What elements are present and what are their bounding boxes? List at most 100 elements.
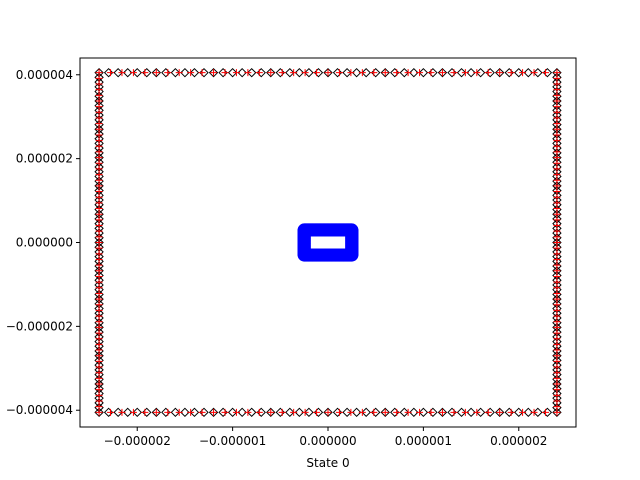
data-point (428, 407, 438, 418)
data-point (232, 408, 240, 416)
data-point (256, 407, 266, 418)
data-point (485, 67, 495, 78)
data-point (404, 69, 412, 77)
data-point (393, 408, 401, 416)
data-point (324, 408, 332, 416)
data-point (351, 407, 362, 418)
data-point (267, 408, 275, 416)
data-point (553, 74, 561, 82)
data-point (129, 408, 137, 416)
data-point (381, 69, 389, 77)
data-point (533, 407, 543, 418)
data-point (129, 69, 137, 77)
data-point (324, 69, 332, 77)
data-point (380, 407, 390, 418)
data-point (313, 408, 321, 416)
data-point (427, 408, 435, 416)
data-point (275, 407, 286, 418)
series-0 (94, 67, 562, 418)
data-point (164, 408, 172, 416)
data-point (542, 407, 553, 418)
data-point (180, 407, 190, 418)
data-point (221, 69, 229, 77)
data-point (297, 223, 311, 237)
data-point (514, 67, 524, 78)
data-point (496, 408, 504, 416)
data-point (541, 408, 549, 416)
data-point (132, 67, 142, 78)
data-point (361, 407, 371, 418)
data-point (210, 408, 218, 416)
plot-frame (79, 57, 577, 428)
data-point (418, 407, 429, 418)
data-point (313, 67, 324, 78)
data-point (475, 407, 486, 418)
data-point (118, 408, 126, 416)
data-point (335, 69, 343, 77)
data-point (370, 407, 381, 418)
data-point (390, 67, 400, 78)
data-point (246, 67, 257, 78)
data-point (381, 408, 389, 416)
data-point (523, 407, 534, 418)
data-point (519, 408, 527, 416)
data-point (278, 408, 286, 416)
data-point (294, 67, 305, 78)
data-point (437, 407, 448, 418)
data-point (399, 67, 410, 78)
data-point (103, 407, 114, 418)
data-point (370, 408, 378, 416)
data-point (227, 407, 238, 418)
data-point (438, 69, 446, 77)
data-point (447, 407, 457, 418)
data-point (199, 407, 209, 418)
data-point (107, 69, 115, 77)
data-point (170, 67, 181, 78)
data-point (266, 407, 276, 418)
data-point (461, 408, 469, 416)
data-point (199, 67, 209, 78)
data-point (393, 69, 401, 77)
data-point (175, 69, 183, 77)
data-point (256, 67, 266, 78)
x-tick-label: −0.000002 (104, 434, 171, 448)
data-point (244, 69, 252, 77)
data-point (450, 408, 458, 416)
data-point (494, 407, 505, 418)
data-point (370, 69, 378, 77)
data-point (466, 67, 476, 78)
data-point (447, 67, 457, 78)
data-point (428, 67, 438, 78)
data-point (237, 407, 247, 418)
series-2 (297, 223, 359, 262)
data-point (494, 67, 505, 78)
data-point (541, 69, 549, 77)
data-point (164, 69, 172, 77)
data-point (530, 69, 538, 77)
data-point (418, 67, 429, 78)
data-point (504, 67, 514, 78)
data-point (496, 69, 504, 77)
data-point (187, 69, 195, 77)
data-point (103, 67, 114, 78)
data-point (218, 407, 228, 418)
data-point (523, 67, 534, 78)
y-tick-label: 0.000004 (16, 68, 73, 82)
data-point (304, 67, 314, 78)
data-point (473, 69, 481, 77)
data-point (301, 408, 309, 416)
data-point (416, 408, 424, 416)
data-point (189, 407, 200, 418)
data-point (351, 67, 362, 78)
series-1 (95, 69, 561, 416)
data-point (466, 407, 476, 418)
data-point (255, 69, 263, 77)
x-tick-label: −0.000001 (199, 434, 266, 448)
data-point (198, 408, 206, 416)
data-point (358, 69, 366, 77)
x-axis: −0.000002 −0.000001 0.000000 0.000001 0.0000… (104, 427, 547, 448)
data-point (113, 67, 123, 78)
data-point (218, 67, 228, 78)
data-point (390, 407, 400, 418)
